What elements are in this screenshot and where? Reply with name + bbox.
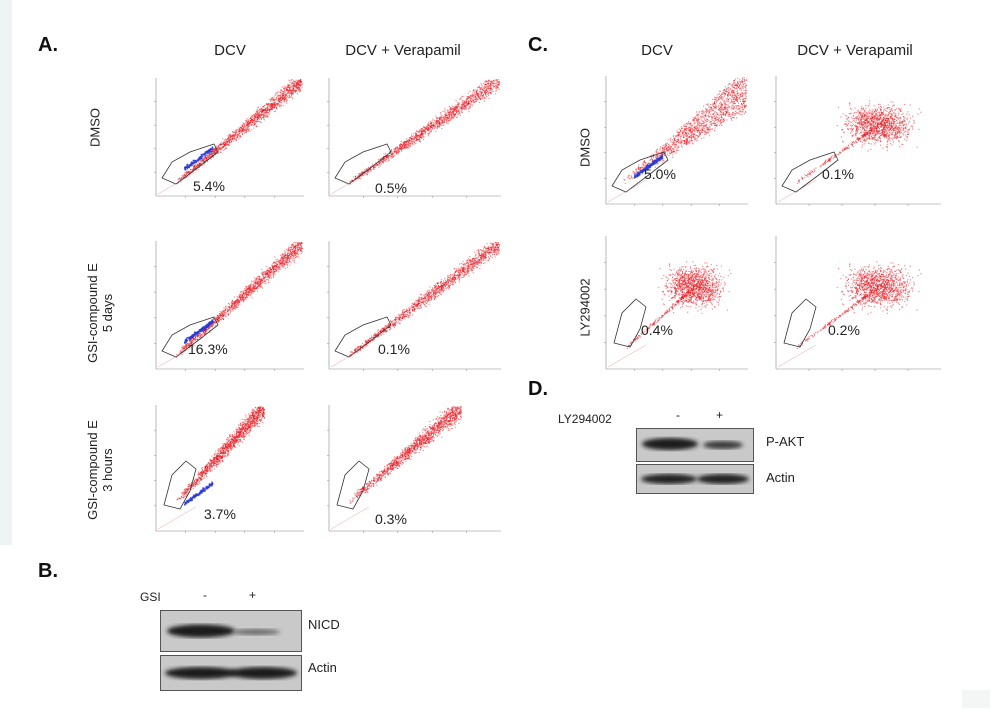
panel-a-column-title-dcv: DCV [214, 42, 246, 59]
panel-a-plot-dmso-dcv [140, 70, 308, 210]
panel-d-band-label-actin: Actin [766, 470, 795, 485]
panel-a-percent-dmso-verapamil: 0.5% [375, 180, 407, 196]
panel-c-percent-ly-verapamil: 0.2% [828, 322, 860, 338]
panel-b-treatment-label: GSI [140, 590, 161, 604]
panel-a-plot-gsi5-verapamil [313, 233, 505, 383]
panel-c-percent-ly-dcv: 0.4% [641, 322, 673, 338]
panel-a-plot-gsi3-dcv [140, 397, 308, 545]
panel-d-lane-minus: - [676, 408, 680, 422]
panel-c-plot-ly-dcv [590, 228, 752, 383]
panel-b-letter: B. [38, 560, 58, 582]
panel-a-percent-gsi5-verapamil: 0.1% [378, 341, 410, 357]
left-sidebar-strip [0, 0, 12, 545]
panel-c-letter: C. [528, 34, 548, 56]
panel-c-percent-dmso-dcv: 5.0% [644, 166, 676, 182]
panel-d-blot-p-akt [636, 428, 754, 462]
panel-d-letter: D. [528, 378, 548, 400]
panel-a-percent-dmso-dcv: 5.4% [193, 178, 225, 194]
panel-c-plot-ly-verapamil [760, 228, 945, 383]
panel-c-percent-dmso-verapamil: 0.1% [822, 166, 854, 182]
panel-b-blot-actin [160, 655, 302, 691]
panel-a-plot-gsi5-dcv [140, 233, 308, 383]
corner-decoration [962, 690, 990, 708]
panel-b-blot-nicd [160, 610, 302, 652]
panel-c-column-title-dcv: DCV [641, 42, 673, 59]
panel-b-lane-plus: + [249, 588, 257, 602]
panel-a-percent-gsi5-dcv: 16.3% [188, 341, 228, 357]
panel-a-plot-gsi3-verapamil [313, 397, 505, 545]
panel-a-row-label-gsi-3-hours-line2: 3 hours [100, 448, 115, 492]
panel-d-band-label-p-akt: P-AKT [766, 434, 805, 449]
panel-a-row-label-gsi-5-days-line2: 5 days [100, 293, 115, 333]
panel-b-lane-minus: - [203, 588, 207, 602]
panel-c-plot-dmso-dcv [590, 68, 752, 218]
panel-b-band-label-nicd: NICD [308, 617, 340, 632]
panel-a-column-title-dcv-verapamil: DCV + Verapamil [345, 42, 461, 59]
panel-d-blot-actin [636, 464, 754, 494]
panel-c-plot-dmso-verapamil [760, 68, 945, 218]
panel-a-plot-dmso-verapamil [313, 70, 505, 210]
panel-d-treatment-label: LY294002 [558, 412, 612, 426]
panel-a-letter: A. [38, 34, 58, 56]
panel-a-row-label-gsi-3-hours-line1: GSI-compound E [85, 420, 100, 520]
panel-d-lane-plus: + [716, 408, 724, 422]
panel-a-percent-gsi3-verapamil: 0.3% [375, 511, 407, 527]
panel-b-band-label-actin: Actin [308, 660, 337, 675]
panel-a-percent-gsi3-dcv: 3.7% [204, 506, 236, 522]
panel-a-row-label-gsi-5-days: GSI-compound E 5 days [85, 253, 115, 373]
panel-a-row-label-gsi-5-days-line1: GSI-compound E [85, 263, 100, 363]
panel-a-row-label-gsi-3-hours: GSI-compound E 3 hours [85, 410, 115, 530]
panel-a-row-label-dmso: DMSO [87, 108, 103, 147]
panel-c-column-title-dcv-verapamil: DCV + Verapamil [797, 42, 913, 59]
